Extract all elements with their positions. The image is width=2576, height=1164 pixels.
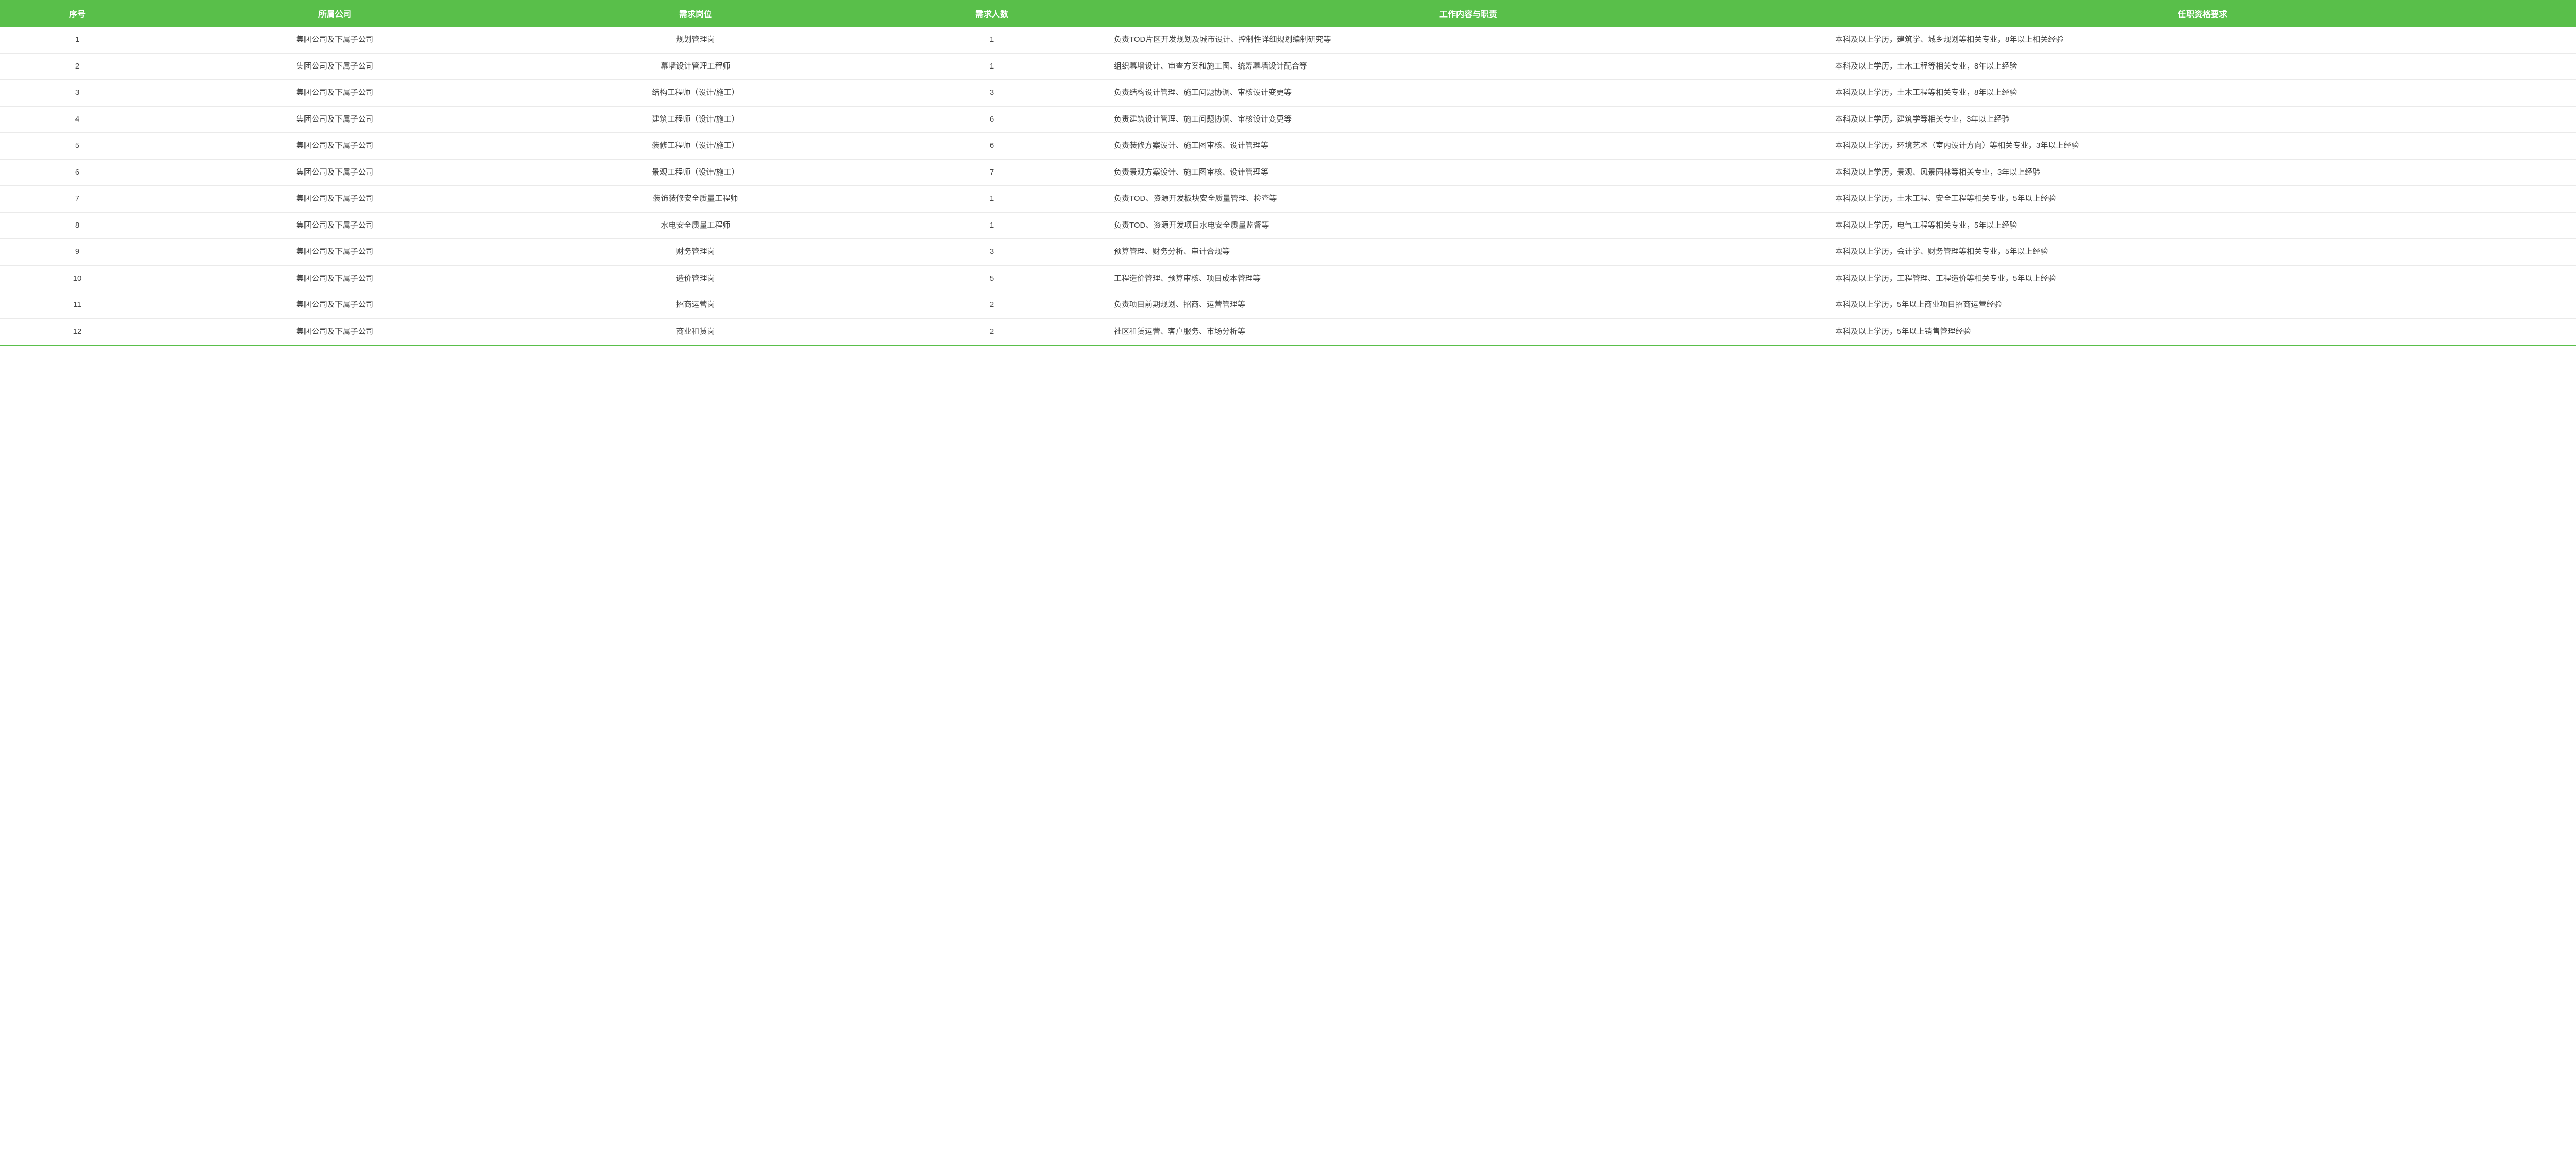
- table-row: 8集团公司及下属子公司水电安全质量工程师1负责TOD、资源开发项目水电安全质量监…: [0, 212, 2576, 239]
- cell-pos: 幕墙设计管理工程师: [515, 53, 876, 80]
- cell-req: 本科及以上学历，土木工程等相关专业，8年以上经验: [1829, 80, 2576, 107]
- cell-req: 本科及以上学历，工程管理、工程造价等相关专业，5年以上经验: [1829, 265, 2576, 292]
- table-header-row: 序号 所属公司 需求岗位 需求人数 工作内容与职责 任职资格要求: [0, 0, 2576, 27]
- table-row: 11集团公司及下属子公司招商运营岗2负责项目前期规划、招商、运营管理等本科及以上…: [0, 292, 2576, 319]
- cell-seq: 5: [0, 133, 155, 160]
- recruitment-table-wrap: 序号 所属公司 需求岗位 需求人数 工作内容与职责 任职资格要求 1集团公司及下…: [0, 0, 2576, 346]
- cell-pos: 装修工程师（设计/施工）: [515, 133, 876, 160]
- cell-seq: 6: [0, 159, 155, 186]
- cell-comp: 集团公司及下属子公司: [155, 292, 515, 319]
- cell-seq: 9: [0, 239, 155, 266]
- cell-duty: 组织幕墙设计、审查方案和施工图、统筹幕墙设计配合等: [1108, 53, 1829, 80]
- cell-req: 本科及以上学历，5年以上商业项目招商运营经验: [1829, 292, 2576, 319]
- cell-duty: 工程造价管理、预算审核、项目成本管理等: [1108, 265, 1829, 292]
- cell-count: 2: [876, 292, 1108, 319]
- cell-comp: 集团公司及下属子公司: [155, 133, 515, 160]
- cell-duty: 负责项目前期规划、招商、运营管理等: [1108, 292, 1829, 319]
- col-header-req: 任职资格要求: [1829, 0, 2576, 27]
- cell-count: 5: [876, 265, 1108, 292]
- cell-comp: 集团公司及下属子公司: [155, 80, 515, 107]
- cell-pos: 结构工程师（设计/施工）: [515, 80, 876, 107]
- cell-count: 6: [876, 106, 1108, 133]
- cell-seq: 11: [0, 292, 155, 319]
- table-row: 1集团公司及下属子公司规划管理岗1负责TOD片区开发规划及城市设计、控制性详细规…: [0, 27, 2576, 53]
- cell-req: 本科及以上学历，环境艺术（室内设计方向）等相关专业，3年以上经验: [1829, 133, 2576, 160]
- cell-comp: 集团公司及下属子公司: [155, 239, 515, 266]
- cell-pos: 财务管理岗: [515, 239, 876, 266]
- cell-seq: 3: [0, 80, 155, 107]
- cell-seq: 8: [0, 212, 155, 239]
- col-header-pos: 需求岗位: [515, 0, 876, 27]
- cell-count: 3: [876, 239, 1108, 266]
- table-row: 12集团公司及下属子公司商业租赁岗2社区租赁运营、客户服务、市场分析等本科及以上…: [0, 318, 2576, 345]
- cell-duty: 社区租赁运营、客户服务、市场分析等: [1108, 318, 1829, 345]
- cell-comp: 集团公司及下属子公司: [155, 106, 515, 133]
- col-header-comp: 所属公司: [155, 0, 515, 27]
- table-row: 10集团公司及下属子公司造价管理岗5工程造价管理、预算审核、项目成本管理等本科及…: [0, 265, 2576, 292]
- cell-comp: 集团公司及下属子公司: [155, 212, 515, 239]
- cell-count: 1: [876, 53, 1108, 80]
- cell-seq: 2: [0, 53, 155, 80]
- table-row: 9集团公司及下属子公司财务管理岗3预算管理、财务分析、审计合规等本科及以上学历，…: [0, 239, 2576, 266]
- table-header: 序号 所属公司 需求岗位 需求人数 工作内容与职责 任职资格要求: [0, 0, 2576, 27]
- cell-pos: 造价管理岗: [515, 265, 876, 292]
- cell-count: 1: [876, 212, 1108, 239]
- cell-req: 本科及以上学历，土木工程等相关专业，8年以上经验: [1829, 53, 2576, 80]
- cell-duty: 负责TOD、资源开发板块安全质量管理、检查等: [1108, 186, 1829, 213]
- col-header-duty: 工作内容与职责: [1108, 0, 1829, 27]
- cell-pos: 景观工程师（设计/施工）: [515, 159, 876, 186]
- cell-count: 1: [876, 27, 1108, 53]
- cell-seq: 12: [0, 318, 155, 345]
- cell-duty: 预算管理、财务分析、审计合规等: [1108, 239, 1829, 266]
- cell-req: 本科及以上学历，建筑学、城乡规划等相关专业，8年以上相关经验: [1829, 27, 2576, 53]
- cell-duty: 负责建筑设计管理、施工问题协调、审核设计变更等: [1108, 106, 1829, 133]
- cell-count: 3: [876, 80, 1108, 107]
- cell-duty: 负责TOD片区开发规划及城市设计、控制性详细规划编制研究等: [1108, 27, 1829, 53]
- cell-comp: 集团公司及下属子公司: [155, 159, 515, 186]
- cell-pos: 招商运营岗: [515, 292, 876, 319]
- cell-pos: 水电安全质量工程师: [515, 212, 876, 239]
- cell-count: 6: [876, 133, 1108, 160]
- table-row: 6集团公司及下属子公司景观工程师（设计/施工）7负责景观方案设计、施工图审核、设…: [0, 159, 2576, 186]
- cell-comp: 集团公司及下属子公司: [155, 186, 515, 213]
- cell-count: 1: [876, 186, 1108, 213]
- cell-duty: 负责结构设计管理、施工问题协调、审核设计变更等: [1108, 80, 1829, 107]
- cell-pos: 建筑工程师（设计/施工）: [515, 106, 876, 133]
- cell-req: 本科及以上学历，会计学、财务管理等相关专业，5年以上经验: [1829, 239, 2576, 266]
- table-row: 3集团公司及下属子公司结构工程师（设计/施工）3负责结构设计管理、施工问题协调、…: [0, 80, 2576, 107]
- cell-req: 本科及以上学历，5年以上销售管理经验: [1829, 318, 2576, 345]
- cell-req: 本科及以上学历，景观、风景园林等相关专业，3年以上经验: [1829, 159, 2576, 186]
- cell-comp: 集团公司及下属子公司: [155, 53, 515, 80]
- table-row: 5集团公司及下属子公司装修工程师（设计/施工）6负责装修方案设计、施工图审核、设…: [0, 133, 2576, 160]
- cell-seq: 7: [0, 186, 155, 213]
- cell-req: 本科及以上学历，建筑学等相关专业，3年以上经验: [1829, 106, 2576, 133]
- cell-comp: 集团公司及下属子公司: [155, 318, 515, 345]
- cell-duty: 负责TOD、资源开发项目水电安全质量监督等: [1108, 212, 1829, 239]
- col-header-count: 需求人数: [876, 0, 1108, 27]
- cell-pos: 规划管理岗: [515, 27, 876, 53]
- cell-duty: 负责景观方案设计、施工图审核、设计管理等: [1108, 159, 1829, 186]
- table-row: 7集团公司及下属子公司装饰装修安全质量工程师1负责TOD、资源开发板块安全质量管…: [0, 186, 2576, 213]
- cell-req: 本科及以上学历，土木工程、安全工程等相关专业，5年以上经验: [1829, 186, 2576, 213]
- cell-comp: 集团公司及下属子公司: [155, 265, 515, 292]
- cell-count: 2: [876, 318, 1108, 345]
- cell-count: 7: [876, 159, 1108, 186]
- table-row: 4集团公司及下属子公司建筑工程师（设计/施工）6负责建筑设计管理、施工问题协调、…: [0, 106, 2576, 133]
- col-header-seq: 序号: [0, 0, 155, 27]
- cell-duty: 负责装修方案设计、施工图审核、设计管理等: [1108, 133, 1829, 160]
- cell-comp: 集团公司及下属子公司: [155, 27, 515, 53]
- cell-seq: 10: [0, 265, 155, 292]
- recruitment-table: 序号 所属公司 需求岗位 需求人数 工作内容与职责 任职资格要求 1集团公司及下…: [0, 0, 2576, 346]
- cell-seq: 1: [0, 27, 155, 53]
- table-row: 2集团公司及下属子公司幕墙设计管理工程师1组织幕墙设计、审查方案和施工图、统筹幕…: [0, 53, 2576, 80]
- cell-pos: 装饰装修安全质量工程师: [515, 186, 876, 213]
- cell-pos: 商业租赁岗: [515, 318, 876, 345]
- table-body: 1集团公司及下属子公司规划管理岗1负责TOD片区开发规划及城市设计、控制性详细规…: [0, 27, 2576, 345]
- cell-seq: 4: [0, 106, 155, 133]
- cell-req: 本科及以上学历，电气工程等相关专业，5年以上经验: [1829, 212, 2576, 239]
